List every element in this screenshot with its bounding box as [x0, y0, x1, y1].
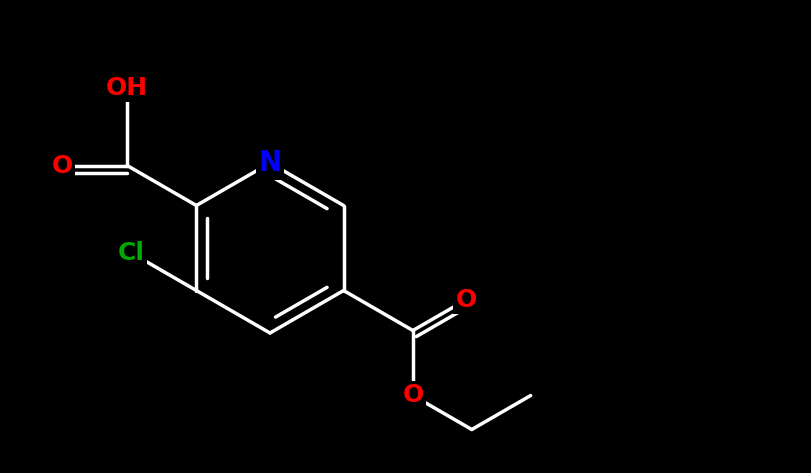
- Text: O: O: [51, 154, 73, 177]
- Text: O: O: [456, 288, 477, 312]
- Text: Cl: Cl: [118, 241, 144, 265]
- Text: O: O: [401, 384, 423, 408]
- Text: N: N: [258, 149, 281, 177]
- Text: OH: OH: [106, 76, 148, 99]
